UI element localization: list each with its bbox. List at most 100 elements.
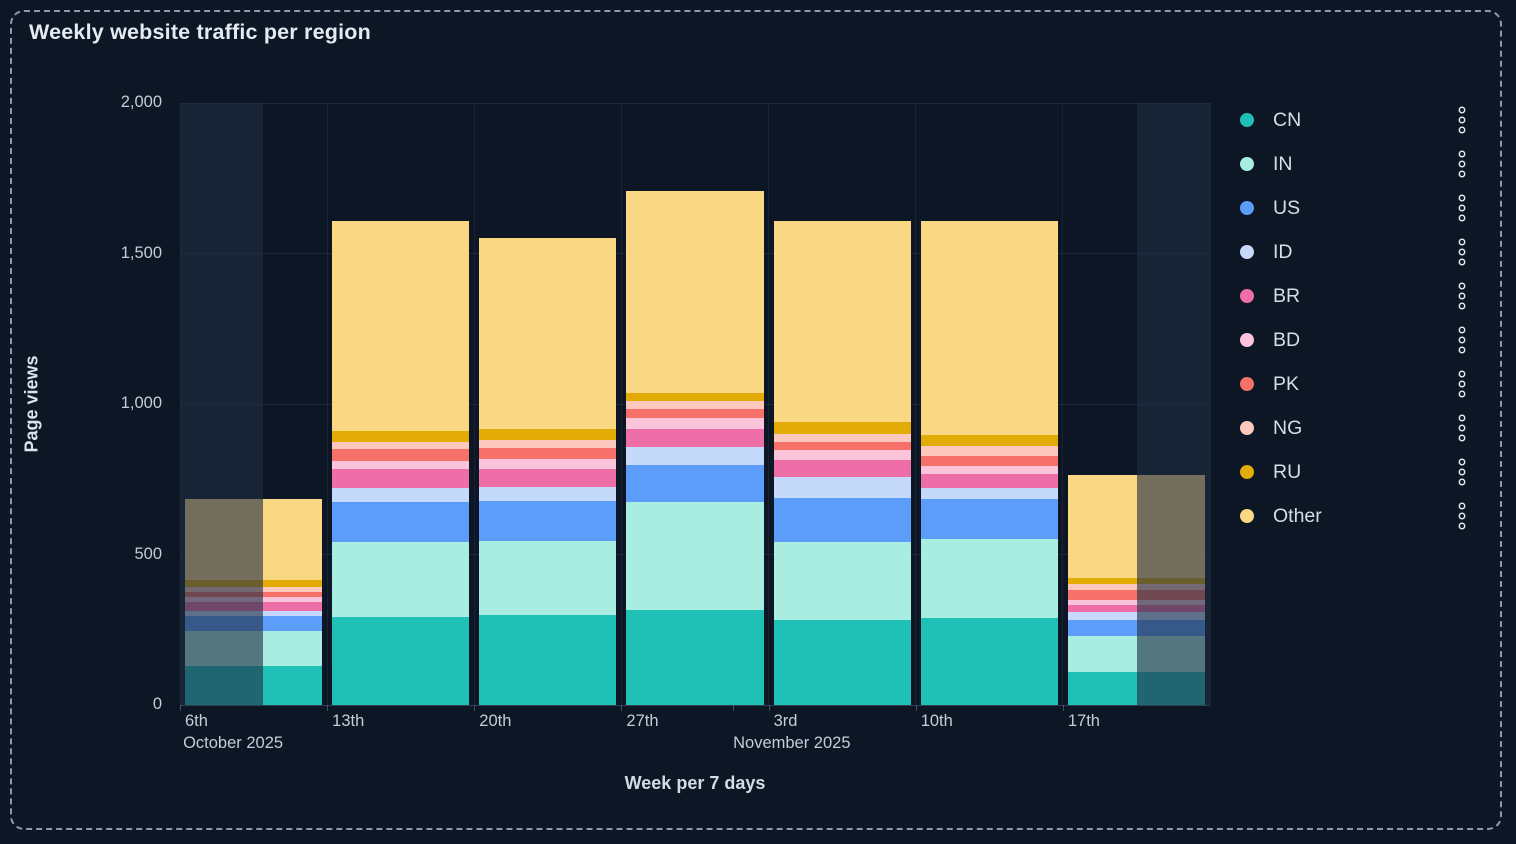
legend-item-ru[interactable]: RU bbox=[1240, 450, 1476, 494]
bar-segment-other[interactable] bbox=[479, 238, 617, 430]
bar-segment-in[interactable] bbox=[920, 538, 1058, 618]
kebab-menu-icon[interactable] bbox=[1456, 324, 1468, 356]
bar-segment-us[interactable] bbox=[626, 465, 764, 502]
bar-segment-bd[interactable] bbox=[920, 465, 1058, 474]
bar-segment-ru[interactable] bbox=[626, 393, 764, 402]
bar-segment-ng[interactable] bbox=[626, 401, 764, 410]
bar-segment-pk[interactable] bbox=[773, 441, 911, 451]
bar-segment-us[interactable] bbox=[773, 497, 911, 542]
x-tick-label: 3rd bbox=[773, 712, 798, 730]
month-label: October 2025 bbox=[183, 734, 284, 752]
bar-segment-br[interactable] bbox=[920, 473, 1058, 489]
bar-segment-ru[interactable] bbox=[920, 435, 1058, 446]
bar-segment-ru[interactable] bbox=[479, 429, 617, 441]
legend-item-br[interactable]: BR bbox=[1240, 274, 1476, 318]
legend-label[interactable]: BD bbox=[1273, 328, 1301, 351]
gridline-vertical bbox=[620, 103, 622, 705]
bar-segment-pk[interactable] bbox=[332, 449, 470, 461]
bar-segment-ru[interactable] bbox=[773, 421, 911, 434]
kebab-menu-icon[interactable] bbox=[1456, 500, 1468, 532]
bar-segment-other[interactable] bbox=[920, 220, 1058, 436]
legend-item-id[interactable]: ID bbox=[1240, 230, 1476, 274]
legend-label[interactable]: Other bbox=[1273, 504, 1322, 527]
bar-segment-pk[interactable] bbox=[479, 447, 617, 460]
kebab-menu-icon[interactable] bbox=[1456, 412, 1468, 444]
legend-label[interactable]: PK bbox=[1273, 372, 1300, 395]
bar-segment-ru[interactable] bbox=[1067, 577, 1205, 585]
bar-segment-ng[interactable] bbox=[920, 445, 1058, 456]
legend-item-pk[interactable]: PK bbox=[1240, 362, 1476, 406]
bar-segment-us[interactable] bbox=[920, 499, 1058, 539]
bar-column-13th[interactable] bbox=[332, 103, 470, 705]
bar-segment-in[interactable] bbox=[332, 542, 470, 618]
bar-segment-br[interactable] bbox=[479, 469, 617, 488]
bar-segment-id[interactable] bbox=[1067, 612, 1205, 621]
bar-segment-id[interactable] bbox=[626, 446, 764, 466]
legend-label[interactable]: ID bbox=[1273, 240, 1293, 263]
bar-segment-bd[interactable] bbox=[332, 460, 470, 470]
bar-segment-other[interactable] bbox=[626, 190, 764, 394]
bar-segment-bd[interactable] bbox=[1067, 599, 1205, 605]
legend: CN IN US ID BR BD PK NG RU Other bbox=[1240, 98, 1476, 538]
bar-segment-id[interactable] bbox=[479, 487, 617, 502]
gridline-vertical bbox=[915, 103, 917, 705]
legend-item-cn[interactable]: CN bbox=[1240, 98, 1476, 142]
bar-segment-us[interactable] bbox=[332, 502, 470, 543]
legend-item-in[interactable]: IN bbox=[1240, 142, 1476, 186]
kebab-menu-icon[interactable] bbox=[1456, 104, 1468, 136]
bar-segment-br[interactable] bbox=[1067, 604, 1205, 613]
legend-label[interactable]: CN bbox=[1273, 108, 1302, 131]
kebab-menu-icon[interactable] bbox=[1456, 236, 1468, 268]
bar-column-27th[interactable] bbox=[626, 103, 764, 705]
bar-column-10th[interactable] bbox=[920, 103, 1058, 705]
legend-item-other[interactable]: Other bbox=[1240, 494, 1476, 538]
bar-segment-ng[interactable] bbox=[773, 433, 911, 442]
bar-segment-cn[interactable] bbox=[626, 610, 764, 705]
bar-segment-cn[interactable] bbox=[773, 620, 911, 705]
bar-segment-cn[interactable] bbox=[920, 617, 1058, 705]
legend-label[interactable]: IN bbox=[1273, 152, 1293, 175]
bar-segment-br[interactable] bbox=[332, 469, 470, 488]
bar-segment-br[interactable] bbox=[626, 429, 764, 447]
bar-segment-ng[interactable] bbox=[332, 442, 470, 450]
bar-segment-ng[interactable] bbox=[479, 440, 617, 448]
bar-segment-cn[interactable] bbox=[479, 614, 617, 705]
bar-segment-bd[interactable] bbox=[773, 450, 911, 461]
kebab-menu-icon[interactable] bbox=[1456, 148, 1468, 180]
bar-segment-in[interactable] bbox=[773, 541, 911, 621]
bar-segment-other[interactable] bbox=[773, 220, 911, 422]
legend-item-bd[interactable]: BD bbox=[1240, 318, 1476, 362]
bar-column-3rd[interactable] bbox=[773, 103, 911, 705]
bar-segment-bd[interactable] bbox=[626, 418, 764, 429]
bar-segment-id[interactable] bbox=[773, 477, 911, 498]
bar-segment-other[interactable] bbox=[332, 221, 470, 432]
kebab-menu-icon[interactable] bbox=[1456, 456, 1468, 488]
kebab-menu-icon[interactable] bbox=[1456, 280, 1468, 312]
x-axis-title: Week per 7 days bbox=[624, 773, 766, 793]
legend-label[interactable]: RU bbox=[1273, 460, 1302, 483]
bar-segment-in[interactable] bbox=[479, 541, 617, 615]
bar-segment-id[interactable] bbox=[332, 488, 470, 503]
bar-segment-us[interactable] bbox=[479, 501, 617, 542]
legend-label[interactable]: BR bbox=[1273, 284, 1301, 307]
bar-segment-in[interactable] bbox=[626, 501, 764, 611]
bar-segment-cn[interactable] bbox=[332, 617, 470, 705]
bar-segment-bd[interactable] bbox=[479, 459, 617, 470]
x-axis-tick bbox=[180, 705, 181, 711]
bar-segment-pk[interactable] bbox=[626, 409, 764, 419]
x-tick-label: 20th bbox=[479, 712, 512, 730]
legend-item-us[interactable]: US bbox=[1240, 186, 1476, 230]
kebab-menu-icon[interactable] bbox=[1456, 192, 1468, 224]
bar-segment-br[interactable] bbox=[773, 460, 911, 478]
bar-segment-pk[interactable] bbox=[1067, 590, 1205, 600]
bar-segment-id[interactable] bbox=[920, 488, 1058, 500]
bar-segment-ng[interactable] bbox=[1067, 584, 1205, 591]
kebab-menu-icon[interactable] bbox=[1456, 368, 1468, 400]
bar-segment-ru[interactable] bbox=[332, 431, 470, 443]
bar-column-20th[interactable] bbox=[479, 103, 617, 705]
legend-label[interactable]: US bbox=[1273, 196, 1301, 219]
bar-segment-pk[interactable] bbox=[920, 455, 1058, 466]
x-tick-label: 6th bbox=[185, 712, 208, 730]
legend-item-ng[interactable]: NG bbox=[1240, 406, 1476, 450]
legend-label[interactable]: NG bbox=[1273, 416, 1303, 439]
